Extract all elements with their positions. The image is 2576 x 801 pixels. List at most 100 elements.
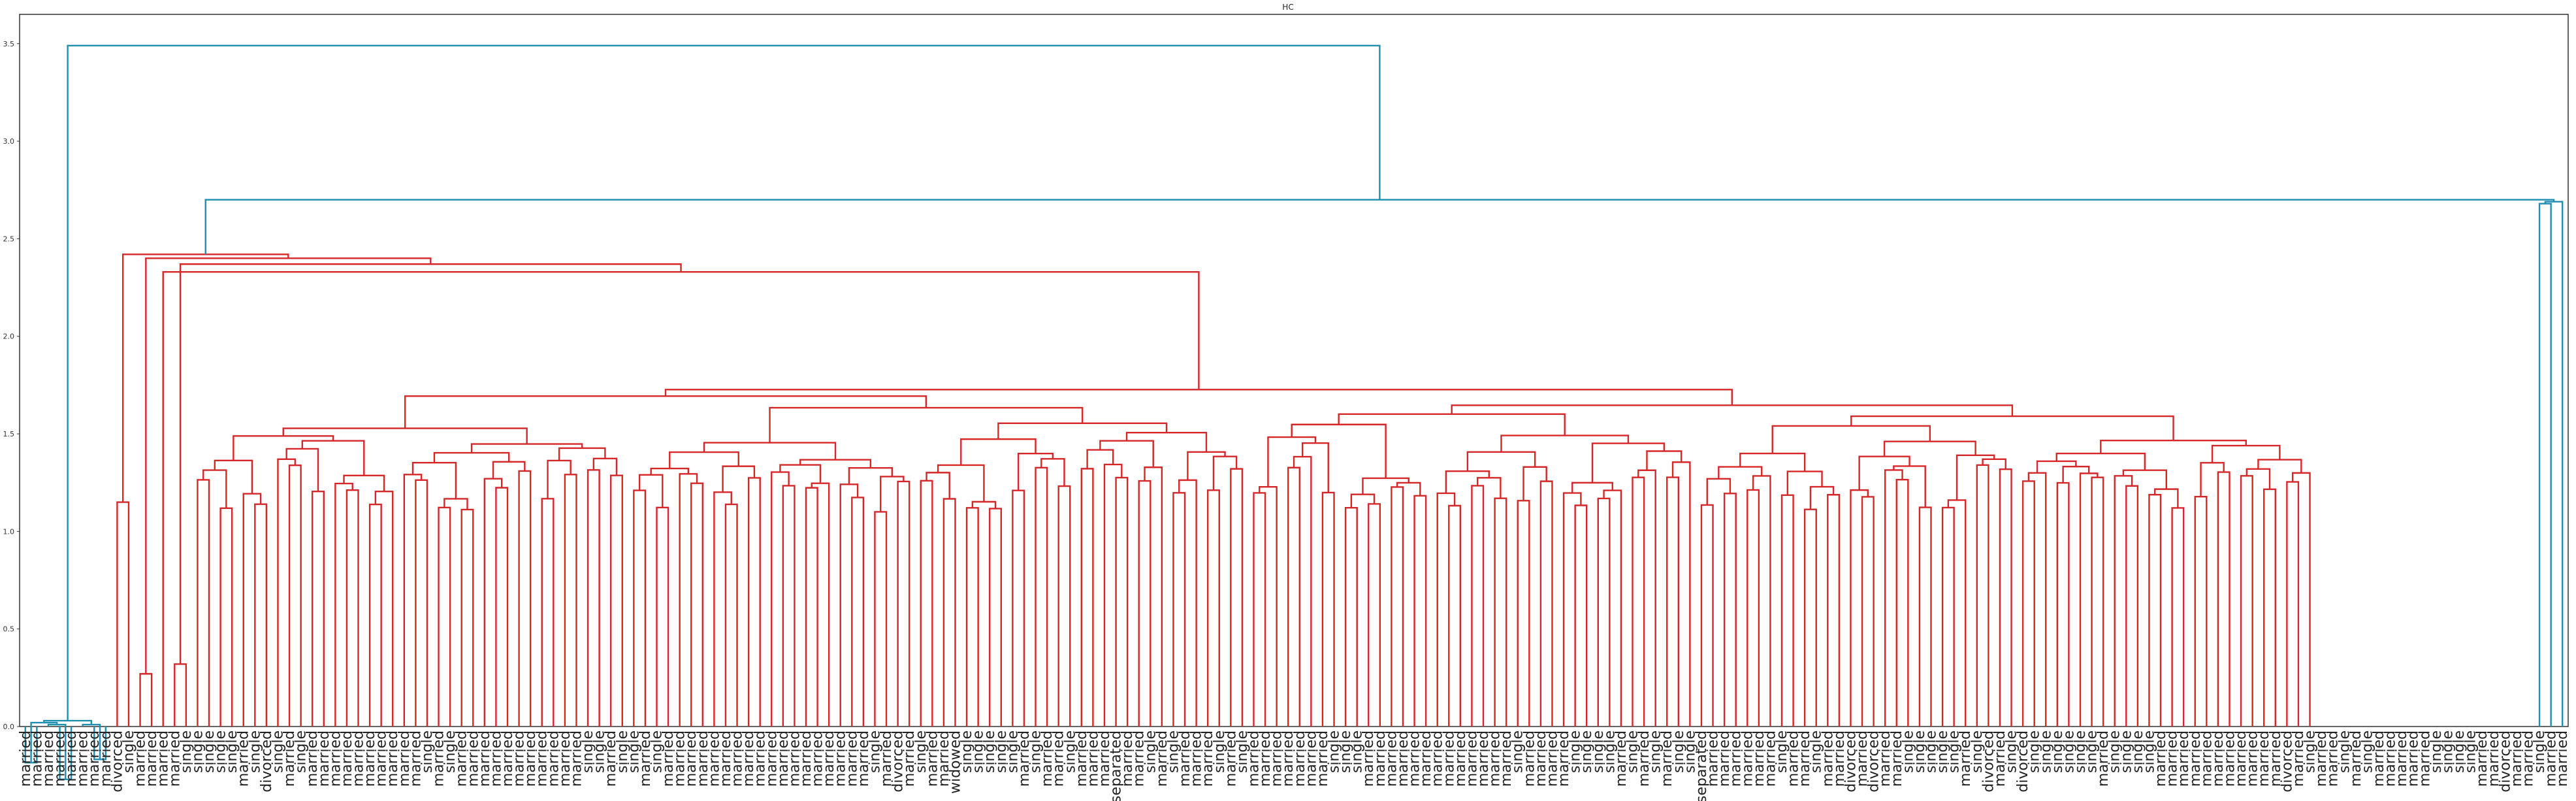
leaf-label: single: [1648, 730, 1664, 773]
leaf-label: married: [2198, 730, 2215, 787]
dendrogram-link: [1338, 413, 1566, 436]
leaf-label: married: [1189, 730, 1205, 787]
dendrogram-link: [1752, 475, 1771, 727]
leaf-label: married: [2210, 730, 2227, 787]
dendrogram-link: [1206, 489, 1220, 727]
leaf-label: single: [2141, 730, 2157, 773]
dendrogram-link: [277, 458, 297, 727]
dendrogram-link: [1362, 477, 1409, 495]
dendrogram-link: [1646, 450, 1682, 470]
dendrogram-link: [1522, 466, 1547, 501]
dendrogram-link: [1637, 469, 1656, 727]
leaf-label: married: [1395, 730, 1411, 787]
leaf-label: divorced: [1980, 730, 1997, 793]
dendrogram-link: [2125, 485, 2139, 727]
dendrogram-link: [592, 457, 618, 476]
dendrogram-link: [204, 199, 2555, 255]
leaf-label: single: [224, 730, 240, 773]
dendrogram-link: [1012, 489, 1025, 727]
leaf-label: married: [1430, 730, 1446, 787]
leaf-label: separated: [1108, 730, 1125, 801]
dendrogram-link: [116, 501, 130, 727]
leaf-label: single: [1809, 730, 1825, 773]
leaf-label: single: [2061, 730, 2077, 773]
dendrogram-link: [1436, 492, 1456, 727]
leaf-label: married: [1636, 730, 1652, 787]
leaf-label: married: [1877, 730, 1893, 787]
leaf-label: married: [1200, 730, 1216, 787]
leaf-label: married: [1097, 730, 1113, 787]
leaf-label: single: [1924, 730, 1940, 773]
leaf-label: single: [1142, 730, 1159, 773]
leaf-label: single: [2072, 730, 2089, 773]
leaf-label: married: [1464, 730, 1480, 787]
dendrogram-link: [346, 489, 359, 727]
dendrogram-link: [2091, 476, 2104, 727]
leaf-label: married: [396, 730, 413, 787]
dendrogram-link: [1321, 491, 1335, 727]
leaf-label: single: [1028, 730, 1044, 773]
dendrogram-link: [1603, 489, 1622, 727]
dendrogram-link: [2114, 475, 2133, 727]
leaf-label: single: [2336, 730, 2353, 773]
leaf-label: married: [672, 730, 688, 787]
dendrogram-link: [288, 464, 302, 727]
leaf-label: married: [1544, 730, 1560, 787]
dendrogram-link: [1780, 494, 1794, 727]
leaf-labels: marriedmarriedmarriedmarriedmarriedmarri…: [18, 730, 2571, 801]
leaf-label: single: [993, 730, 1010, 773]
leaf-label: married: [2486, 730, 2502, 787]
leaf-label: single: [1671, 730, 1687, 773]
leaf-label: married: [2520, 730, 2536, 787]
leaf-label: married: [1360, 730, 1377, 787]
dendrogram-link: [1212, 455, 1238, 491]
dendrogram-link: [1350, 493, 1376, 508]
leaf-label: divorced: [1866, 730, 1882, 793]
dendrogram-link: [609, 474, 623, 727]
leaf-label: married: [477, 730, 493, 787]
dendrogram-link: [1445, 470, 1490, 493]
leaf-label: married: [1728, 730, 1745, 787]
dendrogram-link: [1259, 485, 1278, 727]
leaf-label: married: [718, 730, 734, 787]
leaf-label: married: [1383, 730, 1400, 787]
leaf-label: married: [1051, 730, 1067, 787]
leaf-label: single: [1338, 730, 1354, 773]
leaf-label: single: [1568, 730, 1584, 773]
dendrogram-links: [24, 44, 2564, 781]
leaf-label: married: [86, 730, 103, 787]
leaf-label: divorced: [109, 730, 125, 793]
leaf-label: single: [189, 730, 206, 773]
leaf-label: married: [1613, 730, 1630, 787]
dendrogram-link: [1976, 464, 1989, 727]
leaf-label: married: [1498, 730, 1515, 787]
leaf-label: married: [1831, 730, 1848, 787]
dendrogram-link: [1591, 442, 1666, 483]
leaf-label: married: [1418, 730, 1434, 787]
dendrogram-link: [2148, 493, 2162, 727]
leaf-label: married: [706, 730, 722, 787]
leaf-label: married: [1716, 730, 1733, 787]
dendrogram-link: [214, 459, 253, 494]
dendrogram-link: [848, 467, 894, 485]
leaf-label: married: [1475, 730, 1492, 787]
leaf-label: married: [603, 730, 619, 787]
leaf-label: married: [936, 730, 952, 787]
leaf-label: single: [1625, 730, 1641, 773]
leaf-label: single: [580, 730, 596, 773]
leaf-label: married: [2543, 730, 2560, 787]
leaf-label: divorced: [890, 730, 907, 793]
leaf-label: married: [683, 730, 700, 787]
leaf-label: married: [1441, 730, 1457, 787]
dendrogram-link: [2538, 203, 2552, 727]
dendrogram-link: [460, 508, 474, 727]
leaf-label: married: [155, 730, 172, 787]
leaf-label: married: [1119, 730, 1136, 787]
leaf-label: married: [282, 730, 298, 787]
chart-title: HC: [1282, 3, 1293, 12]
leaf-label: married: [2176, 730, 2192, 787]
leaf-label: married: [98, 730, 114, 787]
dendrogram-link: [1827, 494, 1841, 727]
leaf-label: married: [1131, 730, 1148, 787]
leaf-label: married: [1292, 730, 1308, 787]
